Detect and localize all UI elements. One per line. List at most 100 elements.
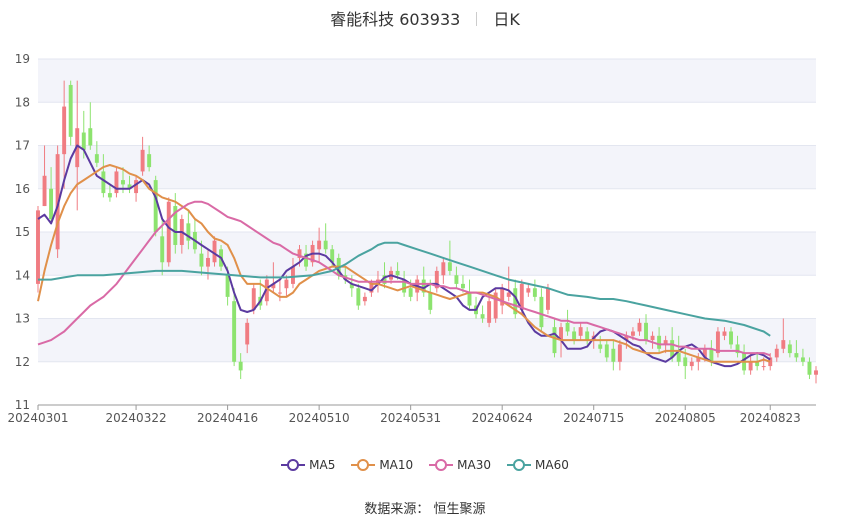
candle-body bbox=[271, 283, 276, 289]
candle-body bbox=[781, 340, 786, 349]
legend-item-ma60[interactable]: MA60 bbox=[507, 458, 569, 472]
legend-label: MA30 bbox=[457, 458, 492, 472]
candle-body bbox=[134, 180, 139, 194]
x-tick-label: 20240416 bbox=[197, 411, 258, 425]
candle-body bbox=[578, 327, 583, 336]
x-tick-label: 20240624 bbox=[472, 411, 533, 425]
candle-body bbox=[604, 344, 609, 358]
period-label: 日K bbox=[493, 10, 520, 29]
legend-item-ma5[interactable]: MA5 bbox=[281, 458, 335, 472]
candle-body bbox=[630, 331, 635, 336]
candle-body bbox=[513, 288, 518, 315]
candle-body bbox=[663, 340, 668, 345]
candle-body bbox=[408, 288, 413, 297]
candle-body bbox=[617, 344, 622, 362]
candle-body bbox=[774, 348, 779, 358]
candle-body bbox=[362, 296, 367, 302]
candle-body bbox=[559, 327, 563, 341]
y-tick-label: 17 bbox=[15, 139, 30, 153]
candle-body bbox=[62, 106, 67, 155]
candle-body bbox=[644, 322, 648, 341]
candle-body bbox=[173, 206, 178, 245]
candle-body bbox=[650, 335, 655, 341]
candle-body bbox=[500, 288, 505, 306]
candle-body bbox=[539, 296, 544, 328]
candle-body bbox=[121, 180, 125, 185]
x-tick-label: 20240715 bbox=[563, 411, 624, 425]
candle-body bbox=[166, 201, 171, 263]
candle-body bbox=[794, 353, 799, 358]
candle-body bbox=[428, 292, 433, 310]
legend-marker bbox=[351, 459, 376, 471]
title-separator bbox=[476, 12, 478, 26]
candle-body bbox=[153, 180, 158, 232]
candle-body bbox=[761, 366, 766, 368]
candle-body bbox=[49, 188, 54, 220]
y-tick-label: 11 bbox=[15, 398, 30, 412]
legend-label: MA5 bbox=[309, 458, 336, 472]
series-line-ma10 bbox=[37, 164, 771, 363]
candle-body bbox=[55, 154, 60, 250]
candle-body bbox=[735, 344, 740, 354]
candle-body bbox=[284, 279, 289, 289]
grid-band bbox=[38, 232, 816, 276]
candle-body bbox=[598, 344, 603, 349]
candle-body bbox=[709, 348, 714, 362]
candle-body bbox=[480, 314, 485, 319]
candle-body bbox=[81, 132, 86, 150]
candle-body bbox=[545, 288, 550, 310]
candle-body bbox=[722, 331, 727, 336]
candle-body bbox=[729, 331, 733, 345]
candle-body bbox=[36, 210, 40, 284]
candle-body bbox=[317, 240, 322, 250]
candle-body bbox=[206, 257, 210, 267]
candle-body bbox=[689, 361, 694, 367]
candle-body bbox=[467, 292, 472, 306]
legend-item-ma30[interactable]: MA30 bbox=[429, 458, 491, 472]
candle-body bbox=[676, 353, 681, 362]
candle-body bbox=[755, 361, 760, 367]
candle-body bbox=[291, 266, 295, 284]
data-source: 数据来源： 恒生聚源 bbox=[364, 502, 486, 517]
legend-label: MA60 bbox=[535, 458, 569, 472]
candle-body bbox=[441, 262, 446, 276]
grid-band bbox=[38, 59, 816, 103]
candle-body bbox=[238, 361, 243, 371]
candle-body bbox=[245, 322, 250, 345]
candle-body bbox=[297, 249, 302, 258]
legend-label: MA10 bbox=[379, 458, 414, 472]
candle-body bbox=[611, 348, 616, 362]
x-tick-label: 20240510 bbox=[289, 411, 350, 425]
candle-body bbox=[349, 283, 354, 289]
y-tick-label: 15 bbox=[15, 225, 30, 239]
candle-body bbox=[454, 275, 459, 284]
candle-body bbox=[127, 184, 132, 189]
candle-body bbox=[395, 270, 400, 276]
candle-body bbox=[585, 331, 590, 341]
stock-name: 睿能科技 603933 bbox=[330, 10, 461, 29]
candle-body bbox=[787, 344, 792, 354]
candle-body bbox=[277, 292, 282, 294]
candle-body bbox=[68, 84, 73, 137]
candle-body bbox=[807, 361, 812, 375]
candle-body bbox=[323, 240, 328, 250]
candle-body bbox=[212, 240, 217, 263]
candle-body bbox=[487, 301, 492, 323]
candle-body bbox=[140, 149, 145, 172]
candle-body bbox=[421, 279, 426, 293]
candle-body bbox=[369, 283, 374, 293]
candle-body bbox=[460, 283, 465, 289]
x-tick-label: 20240823 bbox=[740, 411, 801, 425]
candle-body bbox=[493, 292, 498, 319]
y-tick-label: 18 bbox=[15, 95, 30, 109]
candle-body bbox=[434, 270, 439, 289]
x-tick-label: 20240805 bbox=[655, 411, 716, 425]
y-tick-label: 16 bbox=[15, 182, 30, 196]
legend-item-ma10[interactable]: MA10 bbox=[351, 458, 413, 472]
candle-body bbox=[715, 331, 720, 354]
candle-body bbox=[356, 288, 361, 306]
candle-body bbox=[670, 340, 675, 358]
candle-body bbox=[107, 193, 112, 198]
series-line-ma60 bbox=[38, 241, 771, 337]
legend-marker bbox=[507, 459, 532, 471]
